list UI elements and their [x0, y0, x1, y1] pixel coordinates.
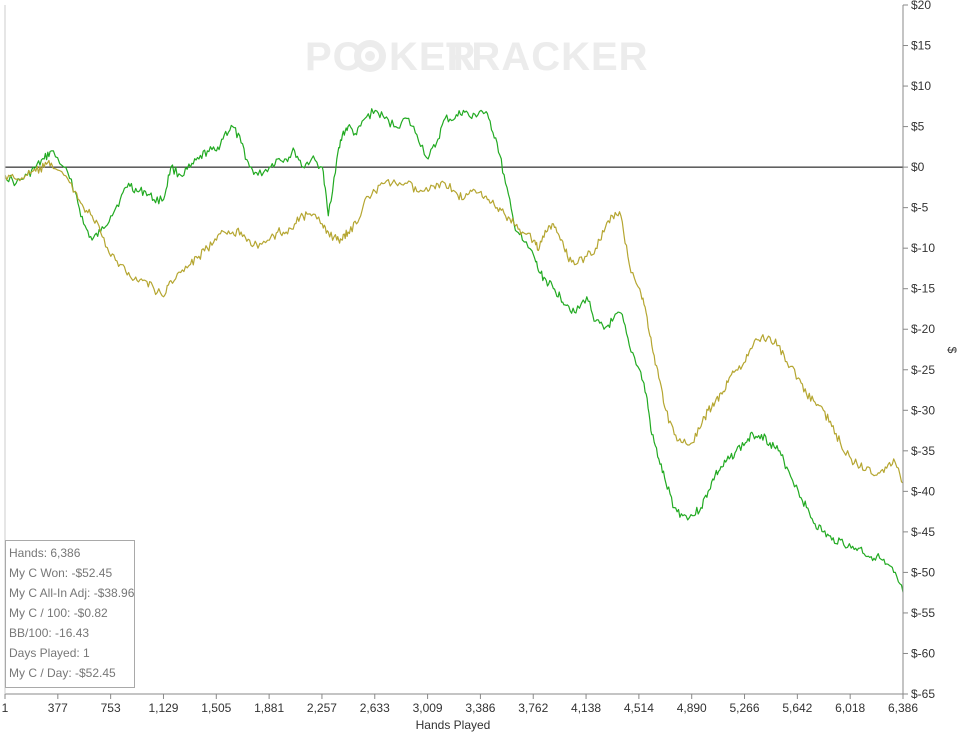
- x-tick-label: 1,881: [254, 701, 284, 715]
- y-tick-label: $-55: [911, 606, 935, 620]
- x-tick-label: 2,257: [307, 701, 337, 715]
- y-tick-label: $-15: [911, 282, 935, 296]
- y-tick-label: $15: [911, 39, 931, 53]
- y-tick-label: $5: [911, 120, 925, 134]
- x-tick-label: 1,505: [201, 701, 231, 715]
- watermark-text-po: PO: [305, 35, 365, 79]
- series-line-2: [4, 159, 904, 484]
- x-tick-label: 3,762: [518, 701, 548, 715]
- y-tick-label: $-20: [911, 322, 935, 336]
- x-tick-label: 5,642: [782, 701, 812, 715]
- x-tick-label: 3,386: [465, 701, 495, 715]
- x-tick-labels: 1 377 753 1,129 1,505 1,881 2,257 2,633 3,009 3,3…: [2, 694, 918, 715]
- x-tick-label: 6,386: [888, 701, 918, 715]
- y-tick-label: $-40: [911, 484, 935, 498]
- y-tick-label: $-30: [911, 403, 935, 417]
- y-tick-labels: $20 $15 $10 $5 $0 $-5 $-10 $-15 $-20 $-25 $-30 $-35…: [903, 0, 935, 701]
- y-tick-label: $-10: [911, 241, 935, 255]
- stats-row: Days Played: 1: [9, 646, 90, 660]
- y-tick-label: $-35: [911, 444, 935, 458]
- watermark-text-ker: KER: [389, 35, 476, 79]
- y-tick-label: $-65: [911, 687, 935, 701]
- x-tick-label: 753: [101, 701, 121, 715]
- stats-row: My C Won: -$52.45: [9, 566, 113, 580]
- y-tick-label: $10: [911, 79, 931, 93]
- x-tick-label: 5,266: [730, 701, 760, 715]
- y-tick-label: $-60: [911, 646, 935, 660]
- x-tick-label: 4,514: [624, 701, 654, 715]
- stats-row: BB/100: -16.43: [9, 626, 90, 640]
- stats-row: My C / Day: -$52.45: [9, 666, 116, 680]
- x-axis-title: Hands Played: [416, 718, 491, 732]
- x-tick-label: 1: [2, 701, 9, 715]
- x-tick-label: 377: [48, 701, 68, 715]
- y-tick-label: $0: [911, 160, 925, 174]
- y-tick-label: $-45: [911, 525, 935, 539]
- x-tick-label: 3,009: [413, 701, 443, 715]
- poker-chip-icon: [354, 40, 386, 72]
- pokertracker-watermark: PO KER TRACKER: [305, 35, 649, 79]
- y-tick-label: $20: [911, 0, 931, 12]
- series-line-1: [4, 108, 904, 593]
- y-axis-title: $: [945, 347, 959, 354]
- x-tick-label: 6,018: [835, 701, 865, 715]
- y-tick-label: $-50: [911, 565, 935, 579]
- chart-axes: [4, 5, 904, 695]
- x-tick-label: 2,633: [360, 701, 390, 715]
- stats-row: My C All-In Adj: -$38.96: [9, 586, 135, 600]
- x-tick-label: 4,138: [571, 701, 601, 715]
- stats-box: Hands: 6,386 My C Won: -$52.45 My C All-In…: [5, 540, 135, 688]
- x-tick-label: 1,129: [148, 701, 178, 715]
- y-tick-label: $-25: [911, 363, 935, 377]
- series-lines: [4, 108, 904, 593]
- stats-row: My C / 100: -$0.82: [9, 606, 108, 620]
- y-tick-label: $-5: [911, 201, 929, 215]
- x-tick-label: 4,890: [677, 701, 707, 715]
- stats-row: Hands: 6,386: [9, 546, 81, 560]
- watermark-text-tracker: TRACKER: [446, 35, 649, 79]
